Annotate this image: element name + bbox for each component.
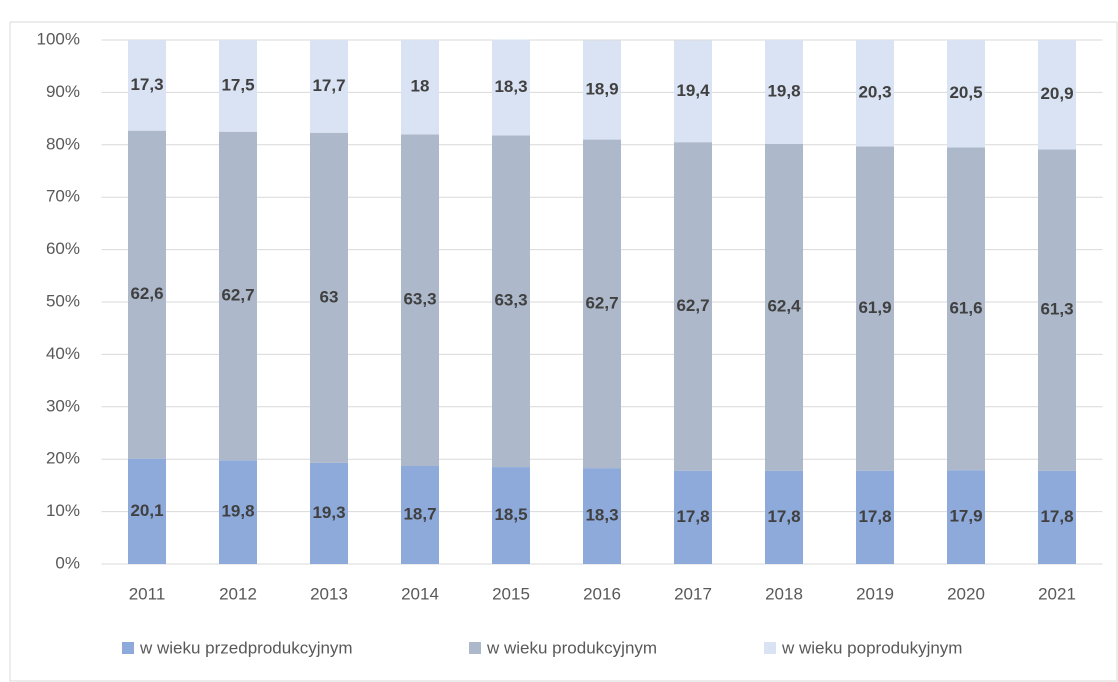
- y-tick-label: 70%: [46, 187, 80, 206]
- data-label: 17,3: [130, 75, 163, 94]
- bar-segment: [128, 130, 166, 459]
- bar-segment: [128, 458, 166, 564]
- bar-segment: [401, 466, 439, 564]
- bar-segment: [765, 40, 803, 144]
- data-label: 62,7: [221, 285, 254, 304]
- data-label: 61,9: [858, 298, 891, 317]
- x-tick-label: 2020: [947, 584, 985, 603]
- data-label: 17,8: [858, 507, 891, 526]
- y-tick-label: 40%: [46, 344, 80, 363]
- data-label: 17,8: [676, 507, 709, 526]
- bar-segment: [856, 40, 894, 147]
- data-label: 62,7: [585, 293, 618, 312]
- y-tick-label: 50%: [46, 291, 80, 310]
- bar-segment: [947, 470, 985, 564]
- bar-segment: [310, 132, 348, 463]
- bar-segment: [674, 40, 712, 143]
- data-label: 17,9: [949, 507, 982, 526]
- data-label: 20,1: [130, 501, 163, 520]
- legend-label: w wieku przedprodukcyjnym: [139, 638, 353, 657]
- bar-segment: [219, 131, 257, 461]
- data-label: 20,3: [858, 83, 891, 102]
- bar-segment: [219, 460, 257, 564]
- bar-segment: [765, 143, 803, 471]
- data-label: 17,8: [1040, 507, 1073, 526]
- y-tick-label: 100%: [37, 29, 80, 48]
- bar-segment: [492, 39, 530, 136]
- data-label: 19,8: [767, 81, 800, 100]
- bar-segment: [856, 470, 894, 564]
- chart-frame: [9, 21, 1118, 682]
- data-label: 19,3: [312, 503, 345, 522]
- x-tick-label: 2019: [856, 584, 894, 603]
- x-tick-label: 2018: [765, 584, 803, 603]
- bar-segment: [492, 467, 530, 564]
- data-label: 63,3: [494, 291, 527, 310]
- x-tick-label: 2012: [219, 584, 257, 603]
- data-label: 18,9: [585, 80, 618, 99]
- bar-segment: [1038, 470, 1076, 564]
- bar-segment: [674, 142, 712, 471]
- y-tick-label: 0%: [55, 553, 80, 572]
- data-label: 62,7: [676, 296, 709, 315]
- legend-label: w wieku poprodukyjnym: [781, 638, 962, 657]
- y-tick-label: 10%: [46, 501, 80, 520]
- bar-segment: [583, 468, 621, 564]
- x-tick-label: 2011: [129, 584, 166, 603]
- bar-segment: [401, 134, 439, 467]
- y-tick-label: 20%: [46, 449, 80, 468]
- data-label: 18,3: [494, 77, 527, 96]
- x-tick-label: 2014: [401, 584, 439, 603]
- bar-segment: [1038, 40, 1076, 150]
- bar-segment: [765, 470, 803, 564]
- bar-segment: [128, 40, 166, 131]
- data-label: 18,7: [403, 504, 436, 523]
- data-label: 18: [411, 77, 430, 96]
- data-label: 18,5: [494, 505, 527, 524]
- bar-segment: [583, 40, 621, 140]
- bar-segment: [674, 470, 712, 564]
- bar-segment: [492, 135, 530, 468]
- bar-segment: [583, 139, 621, 469]
- data-label: 20,5: [949, 83, 982, 102]
- data-label: 63,3: [403, 290, 436, 309]
- data-label: 62,6: [130, 284, 163, 303]
- data-label: 61,6: [949, 298, 982, 317]
- data-label: 61,3: [1040, 300, 1073, 319]
- y-tick-label: 90%: [46, 82, 80, 101]
- bar-segment: [947, 40, 985, 148]
- data-label: 62,4: [767, 297, 801, 316]
- legend-swatch: [764, 642, 776, 654]
- x-tick-label: 2013: [310, 584, 348, 603]
- y-tick-label: 80%: [46, 134, 80, 153]
- data-label: 19,8: [221, 502, 254, 521]
- bar-segment: [401, 40, 439, 135]
- data-label: 63: [320, 287, 339, 306]
- data-label: 20,9: [1040, 84, 1073, 103]
- x-tick-label: 2016: [583, 584, 621, 603]
- data-label: 19,4: [676, 81, 710, 100]
- data-label: 17,5: [221, 75, 254, 94]
- x-tick-label: 2017: [674, 584, 712, 603]
- bar-segment: [947, 147, 985, 471]
- data-label: 17,8: [767, 507, 800, 526]
- data-label: 18,3: [585, 506, 618, 525]
- bar-segment: [219, 40, 257, 132]
- y-tick-label: 60%: [46, 239, 80, 258]
- y-tick-label: 30%: [46, 396, 80, 415]
- legend-swatch: [122, 642, 134, 654]
- bar-segment: [856, 146, 894, 471]
- bar-segment: [310, 40, 348, 133]
- bar-segment: [1038, 149, 1076, 471]
- x-tick-label: 2021: [1038, 584, 1076, 603]
- data-label: 17,7: [312, 76, 345, 95]
- bar-segment: [310, 462, 348, 564]
- legend-label: w wieku produkcyjnym: [486, 638, 657, 657]
- legend-swatch: [469, 642, 481, 654]
- x-tick-label: 2015: [492, 584, 530, 603]
